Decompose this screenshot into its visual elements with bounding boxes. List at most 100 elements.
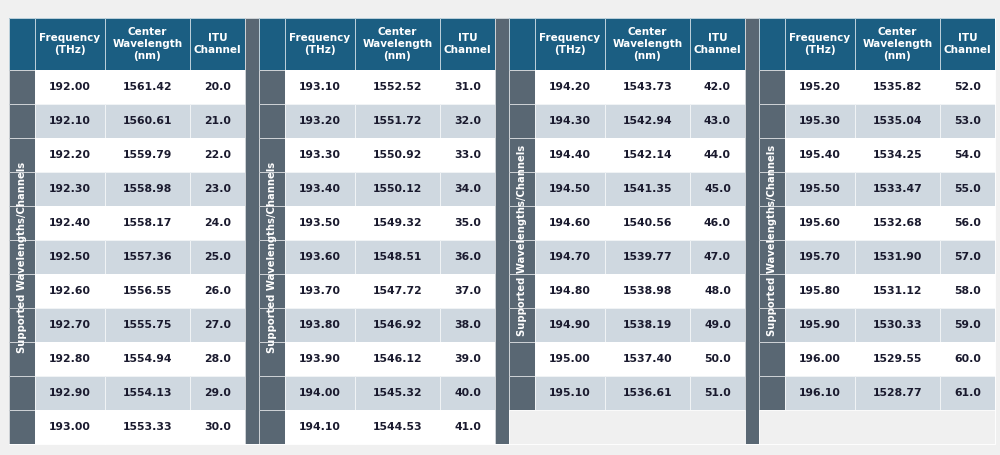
Bar: [509, 342, 535, 376]
Text: 57.0: 57.0: [954, 252, 981, 262]
Bar: [509, 308, 535, 342]
Text: 31.0: 31.0: [454, 82, 481, 92]
Text: 195.00: 195.00: [549, 354, 591, 364]
Text: 194.50: 194.50: [549, 184, 591, 194]
Bar: [259, 274, 285, 308]
Text: 193.20: 193.20: [299, 116, 341, 126]
Bar: [759, 274, 785, 308]
Bar: [440, 206, 495, 240]
Bar: [259, 308, 285, 342]
Bar: [355, 138, 440, 172]
Bar: [605, 70, 690, 104]
Bar: [440, 138, 495, 172]
Bar: [285, 342, 355, 376]
Bar: [535, 104, 605, 138]
Bar: [690, 240, 745, 274]
Bar: [285, 138, 355, 172]
Bar: [855, 274, 940, 308]
Text: 192.10: 192.10: [49, 116, 91, 126]
Text: 1542.14: 1542.14: [623, 150, 672, 160]
Text: 30.0: 30.0: [204, 422, 231, 432]
Text: 1560.61: 1560.61: [123, 116, 172, 126]
Bar: [535, 206, 605, 240]
Bar: [509, 274, 535, 308]
Bar: [9, 70, 35, 104]
Bar: [245, 18, 259, 444]
Bar: [105, 104, 190, 138]
Bar: [35, 274, 105, 308]
Text: 192.50: 192.50: [49, 252, 91, 262]
Text: 1541.35: 1541.35: [623, 184, 672, 194]
Text: 43.0: 43.0: [704, 116, 731, 126]
Bar: [259, 70, 285, 104]
Text: Frequency
(THz): Frequency (THz): [789, 33, 851, 55]
Bar: [285, 240, 355, 274]
Bar: [535, 18, 605, 70]
Bar: [690, 104, 745, 138]
Bar: [759, 138, 785, 172]
Bar: [509, 70, 535, 104]
Bar: [9, 240, 35, 274]
Bar: [535, 138, 605, 172]
Bar: [785, 138, 855, 172]
Bar: [690, 376, 745, 410]
Bar: [855, 308, 940, 342]
Bar: [940, 308, 995, 342]
Text: 46.0: 46.0: [704, 218, 731, 228]
Text: 35.0: 35.0: [454, 218, 481, 228]
Bar: [190, 376, 245, 410]
Bar: [940, 342, 995, 376]
Bar: [105, 274, 190, 308]
Text: 32.0: 32.0: [454, 116, 481, 126]
Bar: [190, 172, 245, 206]
Bar: [690, 138, 745, 172]
Text: 1540.56: 1540.56: [623, 218, 672, 228]
Text: 1539.77: 1539.77: [623, 252, 672, 262]
Text: 34.0: 34.0: [454, 184, 481, 194]
Text: 1535.04: 1535.04: [873, 116, 922, 126]
Bar: [495, 18, 509, 444]
Text: 51.0: 51.0: [704, 388, 731, 398]
Bar: [440, 308, 495, 342]
Bar: [259, 274, 285, 308]
Text: 27.0: 27.0: [204, 320, 231, 330]
Bar: [785, 240, 855, 274]
Bar: [35, 342, 105, 376]
Text: 52.0: 52.0: [954, 82, 981, 92]
Bar: [355, 342, 440, 376]
Bar: [940, 240, 995, 274]
Bar: [190, 18, 245, 70]
Text: 1550.92: 1550.92: [373, 150, 422, 160]
Bar: [509, 138, 535, 172]
Bar: [509, 104, 535, 138]
Bar: [535, 342, 605, 376]
Text: 1551.72: 1551.72: [373, 116, 422, 126]
Bar: [785, 376, 855, 410]
Bar: [535, 308, 605, 342]
Bar: [785, 240, 855, 274]
Bar: [259, 376, 285, 410]
Text: 196.00: 196.00: [799, 354, 841, 364]
Text: 1530.33: 1530.33: [873, 320, 922, 330]
Bar: [759, 104, 785, 138]
Bar: [105, 138, 190, 172]
Bar: [855, 70, 940, 104]
Text: 1542.94: 1542.94: [623, 116, 672, 126]
Text: ITU
Channel: ITU Channel: [694, 33, 741, 55]
Bar: [9, 376, 35, 410]
Bar: [690, 274, 745, 308]
Bar: [259, 70, 285, 104]
Bar: [259, 240, 285, 274]
Bar: [35, 376, 105, 410]
Bar: [759, 18, 785, 70]
Bar: [509, 172, 535, 206]
Bar: [855, 18, 940, 70]
Text: 1558.98: 1558.98: [123, 184, 172, 194]
Bar: [105, 240, 190, 274]
Text: Frequency
(THz): Frequency (THz): [539, 33, 601, 55]
Bar: [509, 240, 535, 274]
Bar: [940, 18, 995, 70]
Bar: [285, 410, 355, 444]
Bar: [785, 104, 855, 138]
Bar: [509, 376, 535, 410]
